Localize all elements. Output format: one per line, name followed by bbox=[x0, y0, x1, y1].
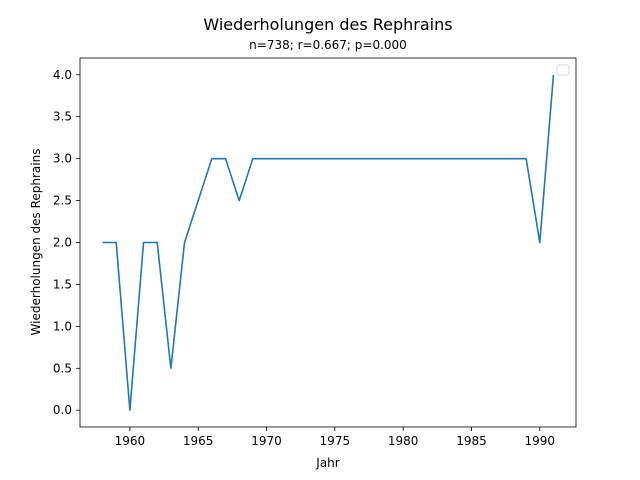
data-point bbox=[266, 158, 268, 160]
data-point bbox=[525, 158, 527, 160]
y-tick-label: 2.5 bbox=[53, 194, 72, 208]
data-point bbox=[238, 200, 240, 202]
y-tick-label: 2.0 bbox=[53, 236, 72, 250]
y-tick-label: 3.0 bbox=[53, 152, 72, 166]
plot-area bbox=[80, 58, 576, 427]
x-axis-label: Jahr bbox=[315, 456, 339, 470]
data-point bbox=[225, 158, 227, 160]
data-point bbox=[252, 158, 254, 160]
data-point bbox=[539, 242, 541, 244]
data-point bbox=[211, 158, 213, 160]
y-tick-label: 1.0 bbox=[53, 319, 72, 333]
data-point bbox=[129, 409, 131, 411]
x-tick-label: 1980 bbox=[388, 434, 419, 448]
data-point bbox=[115, 242, 117, 244]
x-tick-label: 1975 bbox=[320, 434, 351, 448]
data-point bbox=[402, 158, 404, 160]
y-axis-ticks: 0.0 0.5 1.0 1.5 2.0 2.5 3.0 3.5 4.0 bbox=[53, 68, 80, 417]
empty-legend-box bbox=[556, 64, 570, 76]
x-tick-label: 1985 bbox=[456, 434, 487, 448]
data-point bbox=[553, 74, 555, 76]
data-point bbox=[156, 242, 158, 244]
data-point bbox=[170, 367, 172, 369]
x-tick-label: 1990 bbox=[525, 434, 556, 448]
chart-title: Wiederholungen des Rephrains bbox=[203, 15, 452, 34]
series-layer bbox=[102, 74, 555, 412]
x-tick-label: 1960 bbox=[115, 434, 146, 448]
data-point bbox=[184, 242, 186, 244]
data-point bbox=[334, 158, 336, 160]
axes-frame bbox=[79, 57, 577, 428]
chart-subtitle: n=738; r=0.667; p=0.000 bbox=[249, 38, 407, 52]
y-axis-label: Wiederholungen des Rephrains bbox=[29, 149, 43, 336]
x-tick-label: 1970 bbox=[251, 434, 282, 448]
y-tick-label: 3.5 bbox=[53, 110, 72, 124]
data-point bbox=[471, 158, 473, 160]
y-tick-label: 0.0 bbox=[53, 403, 72, 417]
y-tick-label: 1.5 bbox=[53, 277, 72, 291]
y-tick-label: 4.0 bbox=[53, 68, 72, 82]
data-point bbox=[102, 242, 104, 244]
series-line-0 bbox=[102, 74, 555, 412]
x-axis-ticks: 1960 1965 1970 1975 1980 1985 1990 bbox=[115, 427, 555, 448]
y-tick-label: 0.5 bbox=[53, 361, 72, 375]
x-tick-label: 1965 bbox=[183, 434, 214, 448]
data-point bbox=[143, 242, 145, 244]
